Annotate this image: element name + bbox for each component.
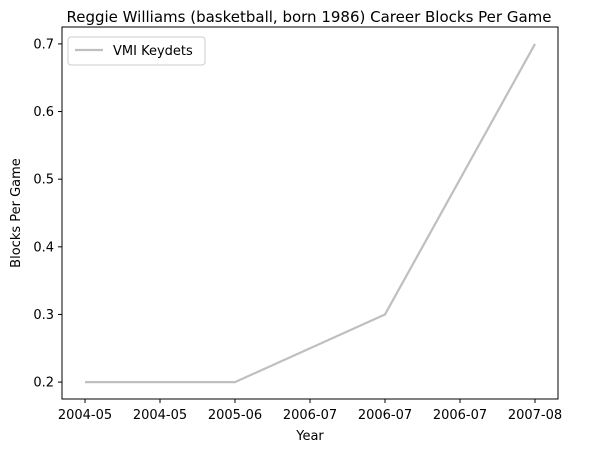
y-tick-label: 0.4 <box>33 240 54 255</box>
x-axis-label: Year <box>295 429 324 444</box>
x-tick-label: 2006-07 <box>433 408 487 423</box>
plot-frame <box>61 26 559 400</box>
series-layer <box>85 43 536 384</box>
series-line-vmi-keydets <box>85 43 536 384</box>
y-axis-label: Blocks Per Game <box>9 158 24 268</box>
plot-area: 2004-05 2004-05 2005-06 2006-07 2006-07 2006-… <box>33 26 562 423</box>
y-axis: 0.2 0.3 0.4 0.5 0.6 0.7 <box>33 37 62 391</box>
x-tick-label: 2006-07 <box>358 408 412 423</box>
legend: VMI Keydets <box>67 36 206 66</box>
legend-box <box>67 36 206 66</box>
x-tick-label: 2004-05 <box>133 408 187 423</box>
chart-title: Reggie Williams (basketball, born 1986) … <box>66 8 551 26</box>
y-tick-label: 0.5 <box>33 173 54 188</box>
x-axis: 2004-05 2004-05 2005-06 2006-07 2006-07 2006-… <box>58 399 562 423</box>
x-tick-label: 2007-08 <box>508 408 562 423</box>
x-tick-label: 2005-06 <box>208 408 262 423</box>
y-tick-label: 0.2 <box>33 376 54 391</box>
x-tick-label: 2004-05 <box>58 408 112 423</box>
y-tick-label: 0.3 <box>33 308 54 323</box>
y-tick-label: 0.7 <box>33 37 54 52</box>
x-tick-label: 2006-07 <box>283 408 337 423</box>
y-tick-label: 0.6 <box>33 105 54 120</box>
legend-label-vmi-keydets: VMI Keydets <box>113 44 193 59</box>
